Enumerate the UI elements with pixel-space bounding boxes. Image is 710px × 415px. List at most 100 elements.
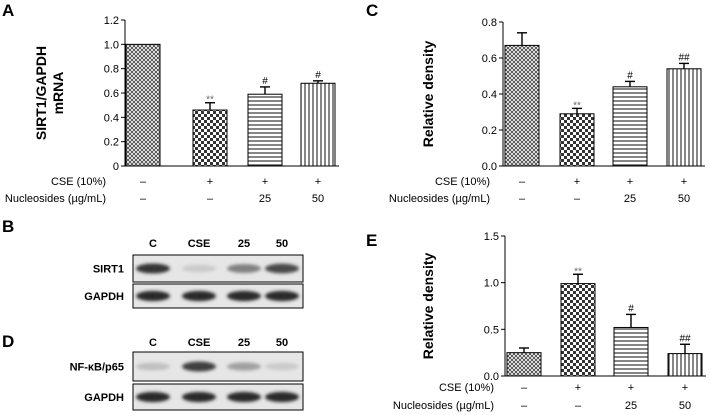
chart-a-nucleosides-value: 25 bbox=[259, 193, 271, 205]
chart-c-nucleosides-label: Nucleosides (µg/mL) bbox=[389, 193, 490, 205]
chart-e-significance-mark: ## bbox=[679, 333, 691, 344]
blot-b-band bbox=[227, 264, 261, 273]
chart-c-bar bbox=[612, 86, 648, 167]
chart-a-bar bbox=[300, 82, 336, 167]
chart-a-significance-mark: ** bbox=[206, 95, 214, 106]
chart-c-tick-label: 0.4 bbox=[482, 89, 497, 101]
chart-c-nucleosides-value: – bbox=[574, 193, 581, 205]
blot-d-lane-label: 50 bbox=[276, 337, 288, 349]
chart-c-cse-value: + bbox=[681, 176, 687, 188]
chart-e-cse-value: – bbox=[521, 382, 528, 394]
chart-a-significance-mark: # bbox=[262, 76, 268, 87]
chart-e-tick-label: 1.0 bbox=[484, 278, 499, 290]
chart-a-nucleosides-value: – bbox=[140, 193, 147, 205]
panel-letter-e: E bbox=[366, 231, 377, 250]
chart-c-bar bbox=[666, 68, 702, 167]
chart-c-cse-value: – bbox=[519, 176, 526, 188]
blot-b-protein-label: GAPDH bbox=[84, 291, 124, 303]
panel-letter-a: A bbox=[2, 1, 14, 20]
chart-a-tick-label: 0.2 bbox=[104, 137, 119, 149]
chart-e-cse-label: CSE (10%) bbox=[439, 382, 494, 394]
panel-letter-d: D bbox=[2, 332, 14, 351]
blot-d-band bbox=[227, 362, 261, 371]
chart-a-y-axis-label-line: SIRT1/GAPDH bbox=[33, 46, 49, 140]
chart-e-cse-value: + bbox=[628, 382, 634, 394]
chart-a-bar bbox=[125, 43, 161, 167]
blot-b-lane-label: 50 bbox=[276, 238, 288, 250]
chart-c-cse-value: + bbox=[627, 176, 633, 188]
chart-e-significance-mark: # bbox=[628, 303, 634, 314]
chart-e-y-axis-label-line: Relative density bbox=[420, 252, 436, 359]
chart-e-bar bbox=[560, 283, 596, 377]
blot-d-band bbox=[136, 391, 170, 403]
blot-d-lane-label: CSE bbox=[188, 337, 211, 349]
chart-a-y-axis-label-line: mRNA bbox=[50, 72, 66, 115]
chart-a-tick-label: 1.2 bbox=[104, 15, 119, 27]
blot-d: C CSE 25 50 NF-κB/p65 GAPDH bbox=[70, 337, 304, 411]
chart-a-tick-label: 0.4 bbox=[104, 112, 119, 124]
blot-d-lane-label: 25 bbox=[238, 337, 250, 349]
blot-b-band bbox=[265, 290, 299, 302]
panel-letter-b: B bbox=[2, 217, 14, 236]
chart-a-tick-label: 1.0 bbox=[104, 39, 119, 51]
chart-a-cse-value: + bbox=[262, 176, 268, 188]
chart-a-tick-label: 0.8 bbox=[104, 64, 119, 76]
chart-e-tick-label: 0.5 bbox=[484, 324, 499, 336]
blot-d-band bbox=[265, 391, 299, 403]
chart-a-cse-value: + bbox=[315, 176, 321, 188]
chart-e-nucleosides-value: – bbox=[575, 400, 582, 412]
chart-a-bar bbox=[192, 109, 228, 167]
chart-c-significance-mark: # bbox=[627, 70, 633, 81]
blot-b-band bbox=[182, 264, 216, 273]
chart-e-cse-value: + bbox=[682, 382, 688, 394]
chart-e-cse-value: + bbox=[575, 382, 581, 394]
blot-d-band bbox=[182, 361, 216, 372]
panel-letter-c: C bbox=[366, 1, 378, 20]
blot-b-protein-label: SIRT1 bbox=[93, 264, 124, 276]
chart-e-tick-label: 0.0 bbox=[484, 371, 499, 383]
blot-b: C CSE 25 50 SIRT1 GAPDH bbox=[84, 238, 304, 309]
blot-d-band bbox=[227, 391, 261, 403]
chart-c-tick-label: 0.0 bbox=[482, 161, 497, 173]
chart-c-nucleosides-value: 50 bbox=[678, 193, 690, 205]
blot-d-protein-label: GAPDH bbox=[84, 392, 124, 404]
chart-e-tick-label: 1.5 bbox=[484, 231, 499, 243]
blot-d-band bbox=[136, 362, 170, 371]
chart-a-nucleosides-value: 50 bbox=[312, 193, 324, 205]
chart-c-tick-label: 0.2 bbox=[482, 125, 497, 137]
chart-e-nucleosides-value: 50 bbox=[679, 400, 691, 412]
chart-a-cse-value: + bbox=[207, 176, 213, 188]
chart-e-nucleosides-label: Nucleosides (µg/mL) bbox=[393, 400, 494, 412]
blot-b-band bbox=[227, 290, 261, 302]
chart-a-nucleosides-value: – bbox=[207, 193, 214, 205]
chart-a: 0 0.2 0.4 0.6 0.8 1.0 1.2 SIRT1/GAPDHmRNA ** # # CS… bbox=[5, 15, 339, 205]
blot-b-lane-label: 25 bbox=[238, 238, 250, 250]
blot-d-lane-label: C bbox=[149, 337, 157, 349]
chart-c-nucleosides-value: – bbox=[519, 193, 526, 205]
chart-c-nucleosides-value: 25 bbox=[624, 193, 636, 205]
blot-b-lane-label: C bbox=[149, 238, 157, 250]
chart-e-bar bbox=[613, 326, 649, 377]
blot-d-band bbox=[182, 391, 216, 403]
blot-b-band bbox=[265, 263, 299, 274]
chart-a-y-axis-label: SIRT1/GAPDHmRNA bbox=[33, 46, 66, 140]
chart-c-cse-value: + bbox=[574, 176, 580, 188]
chart-a-nucleosides-label: Nucleosides (µg/mL) bbox=[5, 193, 106, 205]
blot-b-band bbox=[136, 290, 170, 302]
chart-c-significance-mark: ## bbox=[678, 52, 690, 63]
chart-c-tick-label: 0.8 bbox=[482, 17, 497, 29]
chart-c-significance-mark: ** bbox=[573, 100, 581, 111]
chart-c-bar bbox=[559, 113, 595, 167]
chart-c-cse-label: CSE (10%) bbox=[435, 176, 490, 188]
chart-e-nucleosides-value: 25 bbox=[625, 400, 637, 412]
chart-a-tick-label: 0.6 bbox=[104, 88, 119, 100]
chart-a-cse-value: – bbox=[140, 176, 147, 188]
blot-d-band bbox=[265, 362, 299, 371]
chart-a-tick-label: 0 bbox=[113, 161, 119, 173]
blot-b-band bbox=[136, 263, 170, 274]
chart-c-tick-label: 0.6 bbox=[482, 53, 497, 65]
chart-c-y-axis-label-line: Relative density bbox=[420, 40, 436, 147]
